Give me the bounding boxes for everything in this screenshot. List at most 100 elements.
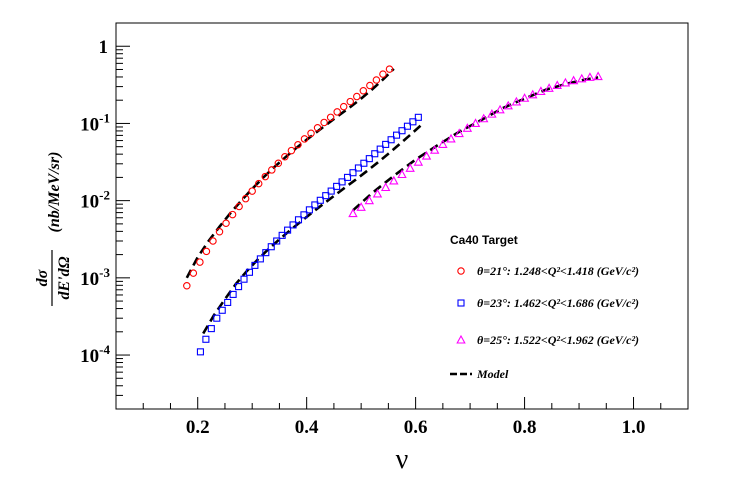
data-point xyxy=(196,258,204,266)
data-point xyxy=(577,73,587,83)
data-point xyxy=(446,133,456,143)
data-point xyxy=(593,71,603,81)
model-curves xyxy=(185,67,599,335)
data-point xyxy=(268,166,276,174)
data-point xyxy=(346,97,354,106)
data-point xyxy=(183,281,191,290)
legend-marker xyxy=(457,299,465,307)
data-point xyxy=(380,182,391,192)
data-point xyxy=(267,243,275,251)
data-point xyxy=(229,290,237,298)
data-point xyxy=(353,92,361,101)
data-point xyxy=(273,237,281,245)
data-point xyxy=(189,269,198,277)
data-point xyxy=(403,122,411,130)
data-point xyxy=(397,169,407,179)
data-point xyxy=(360,159,368,167)
legend-header: Ca40 Target xyxy=(450,233,518,247)
data-point xyxy=(305,206,313,214)
data-point xyxy=(372,76,381,84)
data-point xyxy=(333,182,341,190)
data-point xyxy=(307,129,315,138)
y-label-denominator: dE'dΩ xyxy=(56,256,73,299)
data-point xyxy=(261,172,270,181)
data-point xyxy=(281,153,289,161)
y-tick-label: 1 xyxy=(99,37,109,58)
data-points xyxy=(183,65,603,356)
data-point xyxy=(284,226,292,234)
data-point xyxy=(202,247,211,256)
data-point xyxy=(349,169,357,177)
data-point xyxy=(387,136,395,144)
legend-marker xyxy=(456,334,466,344)
data-point xyxy=(478,113,489,123)
data-point xyxy=(313,123,322,132)
data-point xyxy=(294,216,303,224)
x-tick-label: 0.4 xyxy=(295,417,319,438)
data-point xyxy=(274,159,283,168)
data-point xyxy=(454,128,464,138)
data-point xyxy=(385,65,394,73)
data-point xyxy=(382,140,390,148)
data-point xyxy=(421,150,432,160)
legend-marker xyxy=(457,267,465,275)
legend-entry-label: θ=23°: 1.462<Q²<1.686 (GeV/c²) xyxy=(477,296,639,310)
plot-frame xyxy=(115,22,689,410)
data-point xyxy=(348,208,358,218)
data-point xyxy=(339,102,348,111)
data-point xyxy=(326,113,335,122)
legend: Ca40 Target θ=21°: 1.248<Q²<1.418 (GeV/c… xyxy=(450,233,639,381)
y-axis: 10-4 10-3 10-2 10-1 1 xyxy=(80,22,130,410)
data-point xyxy=(235,283,243,291)
data-point xyxy=(278,231,286,239)
data-point xyxy=(371,150,379,158)
data-point xyxy=(333,108,341,116)
data-point xyxy=(311,201,319,209)
x-tick-label: 1.0 xyxy=(622,417,646,438)
data-point xyxy=(487,108,497,118)
data-point xyxy=(256,255,264,263)
data-point xyxy=(215,228,224,236)
data-point xyxy=(300,211,308,219)
data-point xyxy=(544,83,554,92)
data-point xyxy=(372,188,383,198)
y-axis-label: dσ dE'dΩ (nb/MeV/sr) xyxy=(34,152,73,306)
data-point xyxy=(393,131,401,139)
data-point xyxy=(495,104,505,114)
data-point xyxy=(224,298,232,306)
data-point xyxy=(287,146,296,155)
y-tick-label: 10-4 xyxy=(80,342,110,367)
data-point xyxy=(228,210,237,219)
data-point xyxy=(207,325,215,333)
data-point xyxy=(359,87,368,95)
data-point xyxy=(327,187,335,195)
data-point xyxy=(438,139,448,148)
data-point xyxy=(343,173,352,181)
data-point xyxy=(511,96,522,106)
data-point xyxy=(470,118,481,127)
data-point xyxy=(213,314,221,322)
data-point xyxy=(409,118,417,126)
legend-entry-label: θ=21°: 1.248<Q²<1.418 (GeV/c²) xyxy=(477,264,639,278)
data-point xyxy=(196,348,204,356)
data-point xyxy=(202,335,210,343)
data-point xyxy=(218,306,226,314)
data-point xyxy=(568,75,579,85)
data-point xyxy=(356,202,366,211)
data-point xyxy=(536,86,546,95)
data-point xyxy=(503,100,513,110)
data-point xyxy=(405,163,415,172)
data-point xyxy=(209,237,217,245)
y-label-units: (nb/MeV/sr) xyxy=(46,152,63,233)
data-point xyxy=(552,80,562,90)
data-point xyxy=(585,72,595,81)
x-axis: 0.2 0.4 0.6 0.8 1.0 xyxy=(142,397,689,438)
data-point xyxy=(240,275,248,283)
data-point xyxy=(262,249,270,257)
x-tick-label: 0.6 xyxy=(404,417,428,438)
data-point xyxy=(222,219,230,227)
data-point xyxy=(519,93,530,102)
data-point xyxy=(322,192,330,200)
data-point xyxy=(364,195,375,205)
